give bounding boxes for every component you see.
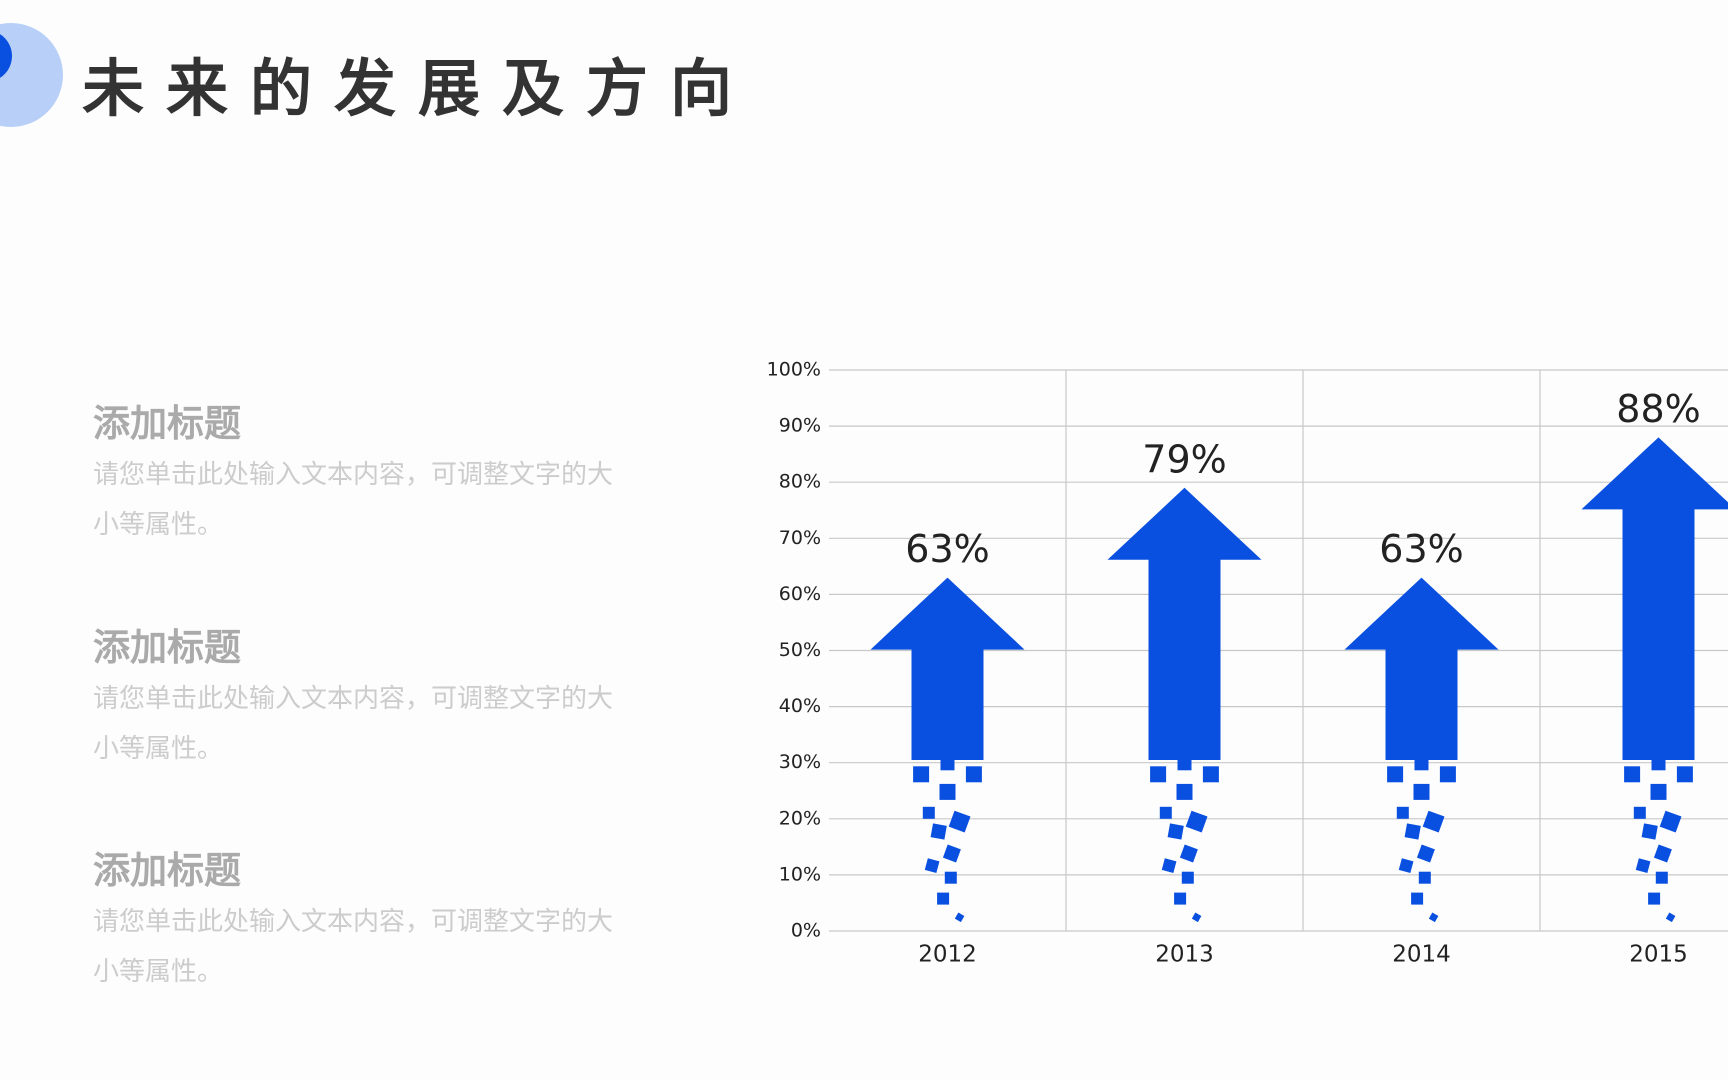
deco-square	[948, 810, 971, 833]
deco-square	[937, 892, 950, 905]
y-tick-label: 100%	[767, 359, 821, 381]
deco-square	[1635, 858, 1651, 873]
deco-square	[942, 844, 961, 863]
y-tick-label: 90%	[779, 415, 821, 437]
y-tick-label: 80%	[779, 471, 821, 493]
deco-square	[1422, 810, 1445, 833]
deco-square	[1676, 766, 1693, 783]
deco-square	[1641, 823, 1658, 840]
deco-square	[1174, 892, 1187, 905]
x-tick-label: 2014	[1392, 942, 1451, 968]
deco-square	[922, 806, 935, 819]
deco-square	[1161, 858, 1177, 873]
bar	[870, 577, 1025, 760]
deco-square	[1159, 806, 1172, 819]
deco-square	[1428, 912, 1439, 923]
item-title: 添加标题	[93, 626, 241, 669]
deco-square	[1655, 871, 1668, 884]
deco-square	[924, 858, 940, 873]
deco-square	[1653, 844, 1672, 863]
y-tick-label: 50%	[779, 639, 821, 661]
y-tick-label: 10%	[779, 863, 821, 885]
item-title: 添加标题	[93, 849, 241, 892]
page-title: 未来的发展及方向	[82, 52, 755, 125]
deco-square	[1633, 806, 1646, 819]
deco-square	[1167, 823, 1184, 840]
deco-square	[954, 912, 965, 923]
deco-square	[1413, 783, 1430, 800]
deco-square	[940, 756, 955, 771]
y-tick-label: 20%	[779, 807, 821, 829]
y-tick-label: 40%	[779, 695, 821, 717]
deco-square	[1650, 783, 1667, 800]
y-tick-label: 30%	[779, 751, 821, 773]
deco-square	[1439, 766, 1456, 783]
deco-square	[1396, 806, 1409, 819]
deco-square	[913, 766, 930, 783]
deco-circle	[0, 23, 63, 127]
deco-square	[1191, 912, 1202, 923]
deco-square	[930, 823, 947, 840]
deco-square	[1404, 823, 1421, 840]
deco-square	[939, 783, 956, 800]
x-tick-label: 2015	[1629, 942, 1688, 968]
value-label: 88%	[1616, 387, 1700, 431]
value-label: 63%	[1379, 527, 1463, 571]
item-title: 添加标题	[93, 402, 241, 445]
deco-square	[1202, 766, 1219, 783]
deco-square	[1398, 858, 1414, 873]
deco-square	[1179, 844, 1198, 863]
y-tick-label: 70%	[779, 527, 821, 549]
value-label: 79%	[1142, 437, 1226, 481]
deco-square	[1651, 756, 1666, 771]
bar	[1107, 487, 1262, 760]
value-label: 63%	[905, 527, 989, 571]
deco-square	[1387, 766, 1404, 783]
y-tick-label: 0%	[791, 920, 821, 942]
bar	[1581, 437, 1728, 760]
deco-square	[1411, 892, 1424, 905]
deco-square	[1150, 766, 1167, 783]
bar	[1344, 577, 1499, 760]
item-body: 请您单击此处输入文本内容，可调整文字的大小等属性。	[93, 460, 614, 540]
deco-square	[1176, 783, 1193, 800]
deco-square	[965, 766, 982, 783]
deco-square	[1177, 756, 1192, 771]
item-body: 请您单击此处输入文本内容，可调整文字的大小等属性。	[93, 684, 614, 764]
x-tick-label: 2012	[918, 942, 977, 968]
item-body: 请您单击此处输入文本内容，可调整文字的大小等属性。	[93, 907, 614, 987]
deco-dot	[0, 34, 12, 78]
deco-square	[1648, 892, 1661, 905]
y-tick-label: 60%	[779, 583, 821, 605]
deco-square	[1659, 810, 1682, 833]
deco-square	[944, 871, 957, 884]
deco-square	[1181, 871, 1194, 884]
x-tick-label: 2013	[1155, 942, 1214, 968]
deco-square	[1185, 810, 1208, 833]
deco-square	[1418, 871, 1431, 884]
deco-square	[1414, 756, 1429, 771]
deco-square	[1624, 766, 1641, 783]
deco-square	[1416, 844, 1435, 863]
deco-square	[1665, 912, 1676, 923]
